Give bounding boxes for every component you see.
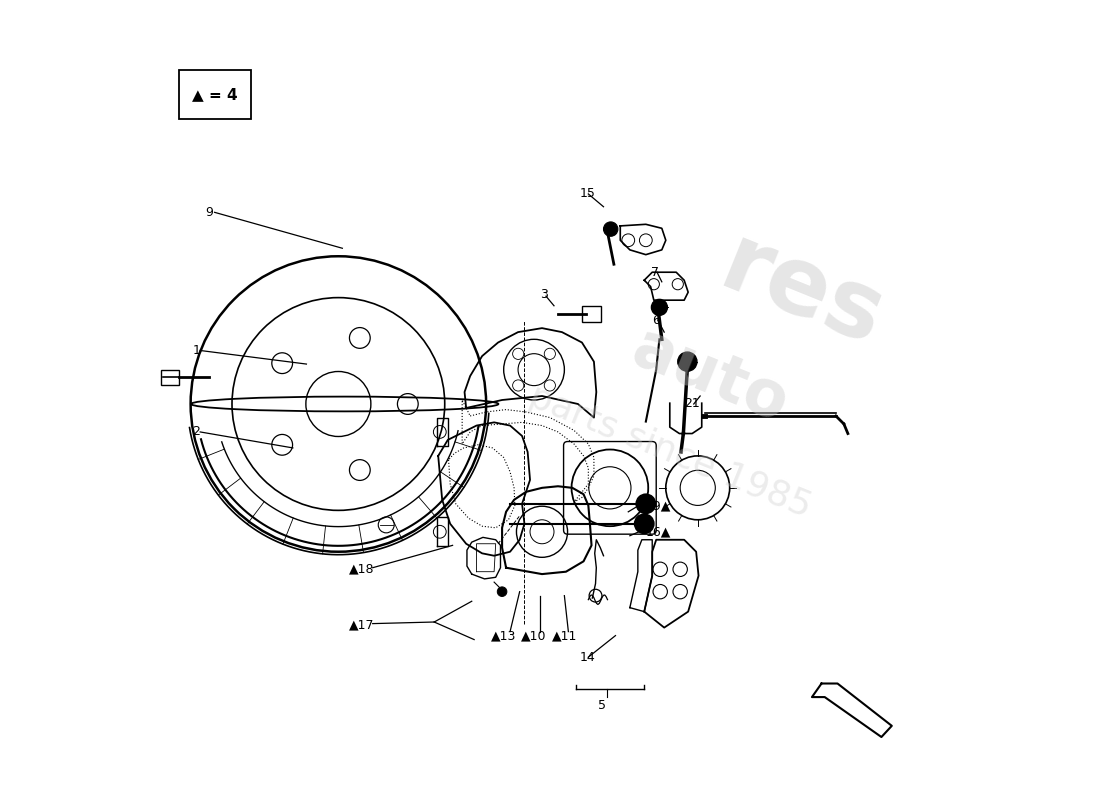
Circle shape	[638, 518, 650, 530]
Circle shape	[639, 498, 652, 510]
Text: 2: 2	[192, 426, 200, 438]
Circle shape	[497, 587, 507, 597]
Circle shape	[651, 299, 668, 315]
Text: 9: 9	[205, 206, 213, 219]
Circle shape	[635, 514, 653, 534]
Text: ▲11: ▲11	[551, 629, 578, 642]
Text: 3: 3	[540, 288, 548, 301]
Text: 7: 7	[650, 266, 659, 278]
Text: ▲13: ▲13	[491, 629, 516, 642]
Text: 5: 5	[598, 698, 606, 711]
Text: ▲ = 4: ▲ = 4	[192, 87, 238, 102]
Text: parts since 1985: parts since 1985	[524, 380, 816, 524]
Text: 21: 21	[684, 398, 700, 410]
Text: ▲10: ▲10	[521, 629, 547, 642]
Polygon shape	[812, 683, 892, 737]
Text: 1: 1	[192, 344, 200, 357]
Text: auto: auto	[623, 317, 798, 435]
Text: 19▲: 19▲	[646, 499, 671, 512]
Circle shape	[678, 352, 697, 371]
Text: 14: 14	[580, 650, 595, 664]
Circle shape	[604, 222, 618, 236]
Text: 6: 6	[652, 314, 660, 326]
Text: ▲17: ▲17	[349, 618, 374, 632]
Text: res: res	[707, 218, 896, 366]
FancyBboxPatch shape	[162, 370, 179, 385]
Text: ▲18: ▲18	[349, 563, 374, 576]
Text: 15: 15	[580, 187, 595, 201]
FancyBboxPatch shape	[582, 306, 601, 322]
Text: 16▲: 16▲	[646, 526, 671, 538]
Circle shape	[636, 494, 656, 514]
